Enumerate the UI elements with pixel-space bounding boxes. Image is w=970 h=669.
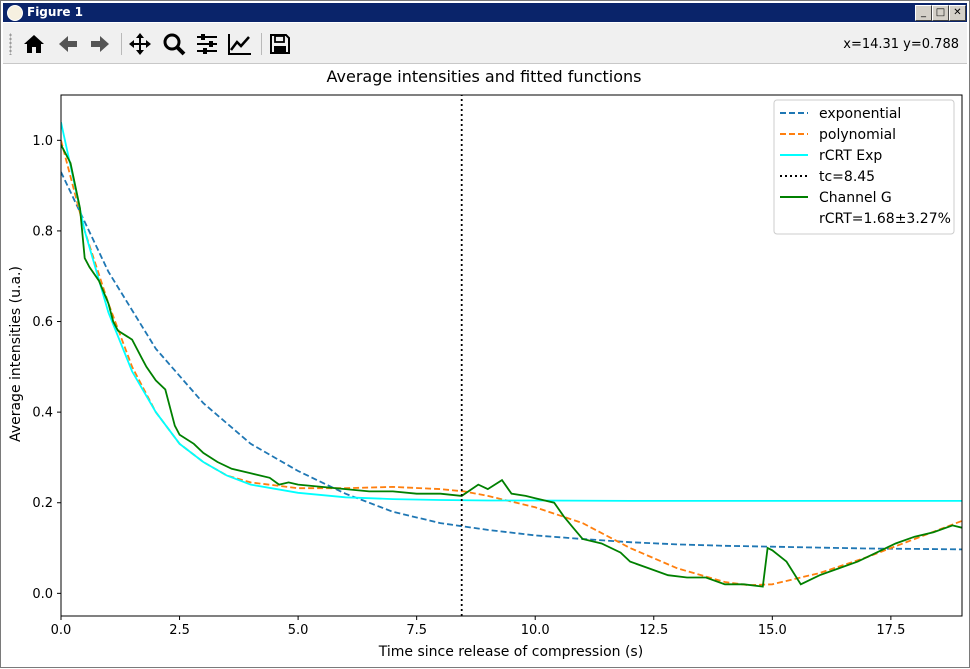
save-icon[interactable] (267, 31, 293, 57)
x-tick-label: 15.0 (758, 623, 787, 638)
series-line-polynomial (61, 140, 962, 587)
y-tick-label: 1.0 (32, 134, 53, 149)
close-icon[interactable]: ✕ (949, 5, 966, 21)
legend-entry: Channel G (819, 190, 892, 206)
maximize-icon[interactable]: □ (932, 5, 949, 21)
x-axis-label: Time since release of compression (s) (378, 644, 643, 660)
y-axis-label: Average intensities (u.a.) (8, 266, 24, 442)
legend-entry: rCRT Exp (819, 148, 882, 164)
x-tick-label: 5.0 (288, 623, 309, 638)
legend-entry: exponential (819, 106, 901, 122)
figure-canvas[interactable]: Average intensities and fitted functions… (3, 64, 967, 665)
forward-icon[interactable] (87, 31, 113, 57)
y-tick-label: 0.4 (32, 406, 53, 421)
toolbar-grip[interactable] (9, 33, 12, 55)
toolbar-separator (261, 33, 262, 55)
legend: exponential polynomial rCRT Exp tc=8.45 Chan… (773, 99, 955, 235)
x-tick-label: 10.0 (521, 623, 550, 638)
pan-icon[interactable] (127, 31, 153, 57)
y-tick-label: 0.8 (32, 224, 53, 239)
x-tick-label: 17.5 (876, 623, 905, 638)
series-line-exponential (61, 171, 962, 551)
toolbar: x=14.31 y=0.788 (3, 23, 967, 64)
title-bar[interactable]: Figure 1 _ □ ✕ (3, 3, 967, 22)
chart[interactable]: Average intensities and fitted functions… (3, 64, 967, 665)
x-tick-label: 12.5 (639, 623, 668, 638)
x-tick-label: 7.5 (406, 623, 427, 638)
window-title: Figure 1 (27, 5, 84, 19)
cursor-coordinates: x=14.31 y=0.788 (843, 37, 959, 52)
toolbar-separator (121, 33, 122, 55)
axes-frame (60, 94, 963, 617)
edit-axis-icon[interactable] (227, 31, 253, 57)
y-tick-label: 0.2 (32, 496, 53, 511)
legend-entry: polynomial (819, 127, 896, 143)
series-line-channel-g (61, 144, 962, 588)
minimize-icon[interactable]: _ (915, 5, 932, 21)
series-line-rcrt-exp (61, 122, 962, 502)
back-icon[interactable] (55, 31, 81, 57)
configure-subplots-icon[interactable] (194, 31, 220, 57)
x-tick-label: 0.0 (51, 623, 72, 638)
app-icon (7, 5, 23, 21)
zoom-icon[interactable] (161, 31, 187, 57)
y-tick-label: 0.6 (32, 315, 53, 330)
home-icon[interactable] (21, 31, 47, 57)
x-tick-label: 2.5 (169, 623, 190, 638)
chart-title: Average intensities and fitted functions (327, 67, 642, 86)
legend-entry: rCRT=1.68±3.27% (819, 211, 951, 227)
y-tick-label: 0.0 (32, 587, 53, 602)
legend-entry: tc=8.45 (819, 169, 875, 185)
legend-box (773, 99, 955, 235)
